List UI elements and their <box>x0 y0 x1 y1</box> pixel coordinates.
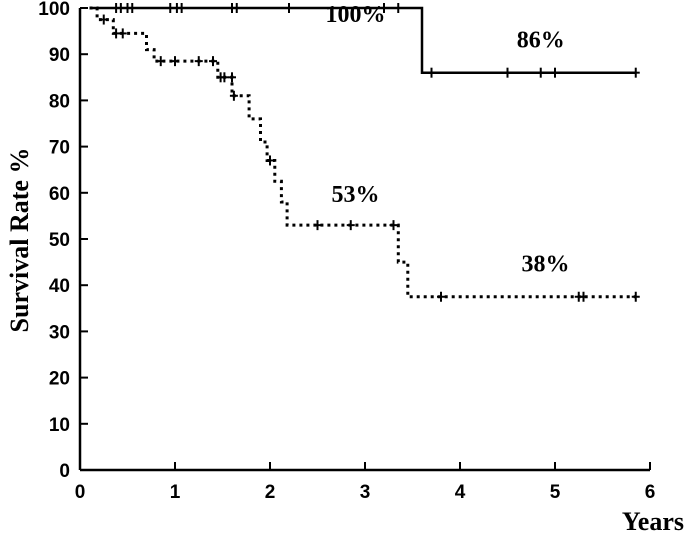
censor-mark <box>380 3 388 13</box>
y-tick-label: 0 <box>59 461 70 482</box>
censor-mark <box>631 291 640 302</box>
y-axis-title: Survival Rate % <box>5 148 34 333</box>
annotation-label: 86% <box>517 27 565 53</box>
censor-mark <box>228 72 236 83</box>
y-tick-label: 50 <box>49 230 70 251</box>
series-line-1 <box>89 6 636 74</box>
censor-mark <box>194 56 203 67</box>
censor-mark <box>437 291 445 302</box>
chart-series <box>89 6 636 299</box>
x-axis-title: Years <box>622 507 684 533</box>
annotation-label: 100% <box>326 2 386 28</box>
x-tick-label: 3 <box>360 482 371 503</box>
censor-mark <box>389 220 398 231</box>
censor-mark <box>285 3 293 13</box>
censor-mark <box>313 220 322 231</box>
censor-mark <box>118 28 127 39</box>
censor-mark <box>229 90 238 101</box>
x-tick-label: 1 <box>170 482 181 503</box>
censor-mark <box>536 67 545 78</box>
censor-mark <box>631 67 640 78</box>
y-tick-label: 20 <box>49 369 70 390</box>
chart-censor-marks <box>99 3 640 302</box>
censor-mark <box>171 56 179 67</box>
censor-mark <box>209 56 217 67</box>
y-tick-label: 90 <box>49 45 70 66</box>
censor-mark <box>232 3 241 13</box>
annotation-label: 38% <box>522 251 570 277</box>
y-tick-label: 30 <box>49 322 70 343</box>
x-tick-label: 5 <box>550 482 561 503</box>
x-tick-label: 4 <box>455 482 466 503</box>
x-tick-label: 2 <box>265 482 276 503</box>
censor-mark <box>266 155 274 166</box>
censor-mark <box>579 291 588 302</box>
y-tick-label: 80 <box>49 91 70 112</box>
censor-mark <box>427 67 436 78</box>
chart-axes <box>78 8 650 472</box>
censor-mark <box>99 14 108 25</box>
censor-mark <box>177 3 186 13</box>
censor-mark <box>394 3 403 13</box>
censor-mark <box>220 72 229 83</box>
x-tick-label: 6 <box>645 482 656 503</box>
censor-mark <box>503 67 512 78</box>
y-tick-label: 70 <box>49 138 70 159</box>
x-tick-label: 0 <box>75 482 86 503</box>
y-tick-label: 100 <box>38 0 70 20</box>
censor-mark <box>551 67 559 78</box>
y-tick-label: 40 <box>49 276 70 297</box>
censor-mark <box>128 3 137 13</box>
y-tick-label: 60 <box>49 184 70 205</box>
censor-mark <box>346 220 355 231</box>
y-tick-label: 10 <box>49 415 70 436</box>
censor-mark <box>156 56 165 67</box>
chart-annotations: 100% 86% 53% 38% <box>326 2 570 277</box>
annotation-label: 53% <box>332 182 380 208</box>
